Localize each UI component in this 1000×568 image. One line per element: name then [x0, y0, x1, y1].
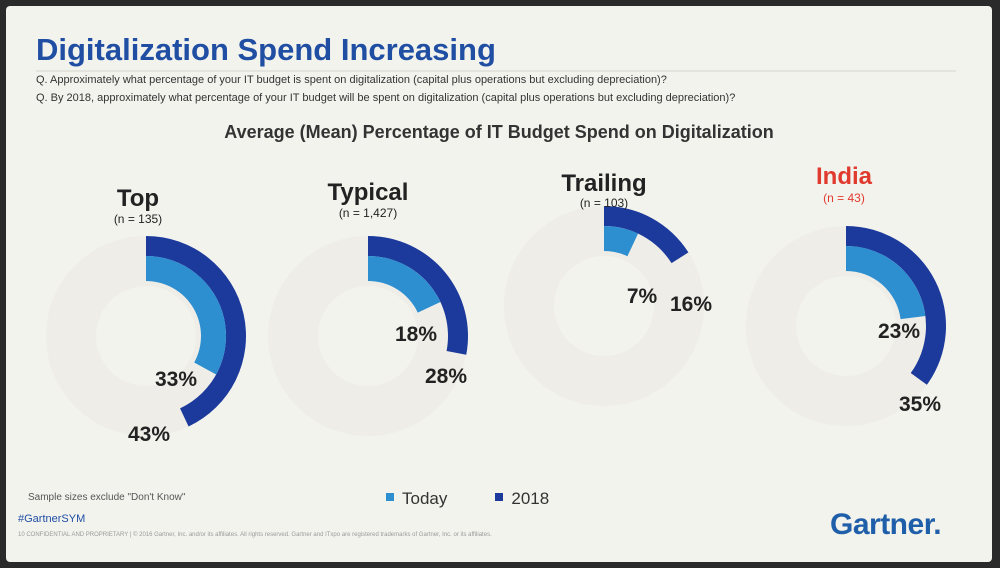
- label-2018-top: 43%: [128, 423, 170, 446]
- label-2018-india: 35%: [899, 393, 941, 416]
- group-name-typical: Typical: [328, 179, 409, 206]
- radial-charts: Top(n = 135) 33% 43% Typical(n = 1,427) 18% 2…: [46, 163, 946, 446]
- question-2: Q. By 2018, approximately what percentag…: [36, 92, 736, 104]
- arc-2018-india: [846, 226, 946, 385]
- arc-today-typical: [368, 256, 441, 313]
- label-2018-typical: 28%: [425, 365, 467, 388]
- legend-item-today: Today: [386, 489, 447, 509]
- legend-swatch-today: [386, 493, 394, 501]
- legend-item-2018: 2018: [495, 489, 549, 509]
- group-n-top: (n = 135): [114, 212, 162, 226]
- group-n-typical: (n = 1,427): [339, 206, 397, 220]
- question-1: Q. Approximately what percentage of your…: [36, 74, 667, 86]
- title-divider: [36, 70, 956, 72]
- chart-title: Average (Mean) Percentage of IT Budget S…: [224, 122, 774, 142]
- label-today-top: 33%: [155, 368, 197, 391]
- hashtag: #GartnerSYM: [18, 513, 86, 525]
- slide: Digitalization Spend Increasing Q. Appro…: [6, 6, 992, 562]
- group-name-india: India: [816, 163, 873, 190]
- footnote: Sample sizes exclude "Don't Know": [28, 492, 186, 503]
- slide-title: Digitalization Spend Increasing: [36, 32, 496, 67]
- label-today-india: 23%: [878, 320, 920, 343]
- label-today-trailing: 7%: [627, 285, 658, 308]
- group-n-trailing: (n = 103): [580, 196, 628, 210]
- arc-2018-top: [146, 236, 246, 427]
- gartner-logo: Gartner.: [830, 508, 942, 542]
- arc-today-trailing: [604, 226, 639, 257]
- arc-today-top: [146, 256, 226, 375]
- label-2018-trailing: 16%: [670, 293, 712, 316]
- arc-today-india: [846, 246, 926, 320]
- arc-2018-trailing: [604, 206, 689, 264]
- logo-text: Gartner: [830, 508, 934, 541]
- legend-label-2018: 2018: [511, 489, 550, 508]
- legend: Today 2018: [386, 489, 597, 509]
- group-name-top: Top: [117, 185, 159, 212]
- group-name-trailing: Trailing: [561, 170, 646, 197]
- legend-label-today: Today: [402, 489, 448, 508]
- label-today-typical: 18%: [395, 323, 437, 346]
- confidential-notice: 10 CONFIDENTIAL AND PROPRIETARY | © 2016…: [18, 532, 492, 538]
- arc-2018-typical: [368, 236, 468, 355]
- logo-dot: .: [933, 508, 942, 541]
- group-n-india: (n = 43): [823, 191, 865, 205]
- legend-swatch-2018: [495, 493, 504, 501]
